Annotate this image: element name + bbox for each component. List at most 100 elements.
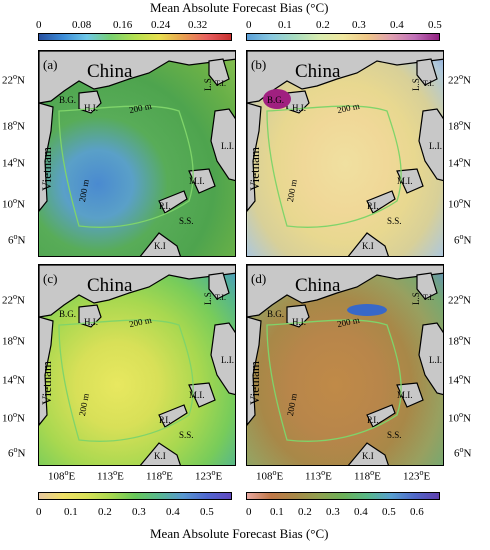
map-panel-c: (c) China Vietnam B.G. H.I. 200 m 200 m … bbox=[38, 264, 236, 466]
lat-label: 22oN bbox=[2, 72, 25, 87]
ki-label: K.I bbox=[154, 241, 166, 251]
mindoro-island bbox=[396, 168, 424, 194]
lat-label: 14oN bbox=[2, 372, 25, 387]
lat-label: 22oN bbox=[2, 292, 25, 307]
map-panel-d: (d) China Vietnam B.G. H.I. 200 m 200 m … bbox=[246, 264, 444, 466]
panel-d-map-svg bbox=[247, 265, 443, 465]
tick: 0.2 bbox=[98, 506, 112, 518]
mindoro-island bbox=[188, 168, 216, 194]
lat-label: 18oN bbox=[448, 118, 471, 133]
palawan-island bbox=[366, 404, 396, 428]
lon-label: 108oE bbox=[48, 468, 76, 483]
high-bias-patch bbox=[263, 89, 291, 109]
luzon-island bbox=[418, 108, 443, 182]
panel-c-map-svg bbox=[39, 265, 235, 465]
depth-contour bbox=[58, 319, 194, 442]
bg-label: B.G. bbox=[267, 309, 285, 319]
lon-label: 108oE bbox=[256, 468, 284, 483]
map-panel-b: (b) China Vietnam B.G. H.I. 200 m 200 m … bbox=[246, 50, 444, 257]
tick: 0.4 bbox=[354, 506, 368, 518]
lon-label: 118oE bbox=[354, 468, 381, 483]
ki-label: K.I bbox=[154, 451, 166, 461]
lat-label: 18oN bbox=[2, 118, 25, 133]
pi-label: P.I. bbox=[159, 201, 171, 211]
ls-label: L.S. bbox=[203, 289, 213, 305]
lat-label: 22oN bbox=[448, 72, 471, 87]
lat-label: 6oN bbox=[8, 232, 26, 247]
top-left-colorbar bbox=[38, 33, 232, 41]
china-coast bbox=[247, 265, 443, 318]
hi-label: H.I. bbox=[292, 317, 306, 327]
tick: 0.24 bbox=[151, 19, 171, 31]
vietnam-label: Vietnam bbox=[247, 147, 262, 191]
lat-label: 6oN bbox=[454, 445, 472, 460]
lat-label: 10oN bbox=[448, 410, 471, 425]
tick: 0.3 bbox=[132, 506, 146, 518]
vietnam-coast bbox=[247, 102, 262, 212]
lat-label: 14oN bbox=[2, 155, 25, 170]
ss-label: S.S. bbox=[179, 430, 194, 440]
panel-a-map-svg bbox=[39, 51, 235, 256]
palawan-island bbox=[158, 190, 188, 214]
tick: 0.1 bbox=[64, 506, 78, 518]
vietnam-coast bbox=[39, 102, 54, 212]
vietnam-coast bbox=[39, 316, 54, 426]
lat-label: 10oN bbox=[448, 196, 471, 211]
panel-label: (b) bbox=[251, 57, 267, 72]
vietnam-label: Vietnam bbox=[39, 361, 54, 405]
mi-label: M.I. bbox=[189, 390, 205, 400]
tick: 0 bbox=[246, 506, 252, 518]
hi-label: H.I. bbox=[84, 103, 98, 113]
vietnam-coast bbox=[247, 316, 262, 426]
china-label: China bbox=[295, 275, 341, 296]
mindoro-island bbox=[188, 382, 216, 408]
tick: 0.3 bbox=[352, 19, 366, 31]
lon-label: 113oE bbox=[305, 468, 332, 483]
lat-label: 18oN bbox=[448, 333, 471, 348]
ls-label: L.S. bbox=[411, 75, 421, 91]
top-right-colorbar bbox=[246, 33, 440, 41]
taiwan-island bbox=[208, 272, 230, 300]
tick: 0.3 bbox=[326, 506, 340, 518]
bottom-right-colorbar bbox=[246, 492, 440, 500]
china-coast bbox=[247, 51, 443, 104]
ss-label: S.S. bbox=[387, 430, 402, 440]
palawan-island bbox=[158, 404, 188, 428]
taiwan-island bbox=[416, 58, 438, 86]
palawan-island bbox=[366, 190, 396, 214]
depth-contour bbox=[266, 105, 402, 228]
ss-label: S.S. bbox=[179, 216, 194, 226]
li-label: L.I. bbox=[221, 355, 234, 365]
li-label: L.I. bbox=[221, 141, 234, 151]
tick: 0.4 bbox=[390, 19, 404, 31]
bg-label: B.G. bbox=[59, 95, 77, 105]
vietnam-label: Vietnam bbox=[247, 361, 262, 405]
luzon-island bbox=[418, 322, 443, 396]
kalimantan-island bbox=[347, 232, 389, 256]
ki-label: K.I bbox=[362, 451, 374, 461]
china-coast bbox=[39, 265, 235, 318]
tick: 0.5 bbox=[200, 506, 214, 518]
mi-label: M.I. bbox=[189, 176, 205, 186]
ti-label: T.I. bbox=[215, 79, 226, 88]
tick: 0.32 bbox=[188, 19, 208, 31]
tick: 0 bbox=[246, 19, 252, 31]
tick: 0.2 bbox=[298, 506, 312, 518]
high-bias-patch bbox=[347, 304, 387, 316]
pi-label: P.I. bbox=[367, 415, 379, 425]
panel-label: (a) bbox=[43, 57, 58, 72]
tick: 0.1 bbox=[270, 506, 284, 518]
hi-label: H.I. bbox=[292, 103, 306, 113]
lat-label: 14oN bbox=[448, 155, 471, 170]
ls-label: L.S. bbox=[203, 75, 213, 91]
lon-label: 123oE bbox=[403, 468, 431, 483]
pi-label: P.I. bbox=[159, 415, 171, 425]
tick: 0.5 bbox=[428, 19, 442, 31]
tick: 0.6 bbox=[410, 506, 424, 518]
bg-label: B.G. bbox=[59, 309, 77, 319]
kalimantan-island bbox=[347, 442, 389, 465]
panel-label: (c) bbox=[43, 271, 58, 286]
vietnam-label: Vietnam bbox=[39, 147, 54, 191]
pi-label: P.I. bbox=[367, 201, 379, 211]
li-label: L.I. bbox=[429, 141, 442, 151]
